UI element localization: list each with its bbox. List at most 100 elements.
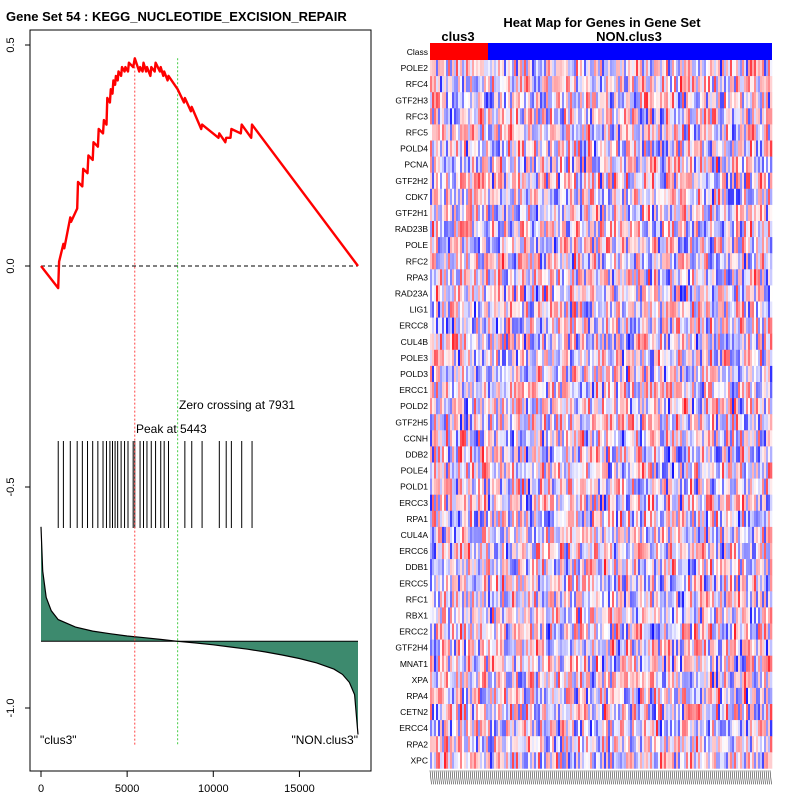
heatmap-cell [646,237,648,253]
heatmap-cell [510,76,512,92]
heatmap-cell [674,173,676,189]
heatmap-cell [564,463,566,479]
heatmap-cell [582,414,584,430]
heatmap-cell [498,285,500,301]
heatmap-cell [768,479,770,495]
heatmap-cell [558,318,560,334]
heatmap-cell [570,141,572,157]
heatmap-cell [534,124,536,140]
heatmap-cell [760,76,762,92]
heatmap-cell [640,302,642,318]
heatmap-cell [758,430,760,446]
heatmap-cell [576,92,578,108]
heatmap-cell [696,92,698,108]
heatmap-cell [696,76,698,92]
heatmap-cell [706,237,708,253]
heatmap-cell [594,205,596,221]
heatmap-cell [430,237,432,253]
heatmap-cell [596,302,598,318]
heatmap-cell [522,463,524,479]
heatmap-cell [508,60,510,76]
heatmap-cell [514,92,516,108]
heatmap-cell [446,141,448,157]
heatmap-cell [698,302,700,318]
heatmap-cell [758,92,760,108]
heatmap-cell [592,414,594,430]
heatmap-cell [482,334,484,350]
heatmap-cell [636,269,638,285]
heatmap-cell [612,334,614,350]
heatmap-cell [510,495,512,511]
heatmap-cell [768,302,770,318]
heatmap-cell [770,285,772,301]
heatmap-cell [654,446,656,462]
heatmap-cell [550,173,552,189]
heatmap-cell [636,302,638,318]
heatmap-cell [682,189,684,205]
heatmap-cell [618,189,620,205]
heatmap-cell [644,221,646,237]
heatmap-cell [768,92,770,108]
heatmap-cell [660,253,662,269]
heatmap-cell [632,285,634,301]
heatmap-cell [664,285,666,301]
heatmap-cell [574,318,576,334]
heatmap-cell [476,495,478,511]
heatmap-cell [550,495,552,511]
heatmap-cell [576,124,578,140]
heatmap-cell [508,414,510,430]
heatmap-cell [744,221,746,237]
heatmap-cell [708,269,710,285]
heatmap-cell [718,382,720,398]
heatmap-cell [664,318,666,334]
heatmap-cell [572,366,574,382]
heatmap-cell [770,302,772,318]
heatmap-cell [540,382,542,398]
heatmap-cell [594,92,596,108]
heatmap-cell [736,495,738,511]
heatmap-cell [700,108,702,124]
heatmap-cell [610,141,612,157]
heatmap-cell [676,221,678,237]
heatmap-cell [566,189,568,205]
heatmap-cell [448,479,450,495]
heatmap-cell [560,382,562,398]
heatmap-cell [764,124,766,140]
heatmap-cell [438,285,440,301]
heatmap-cell [734,318,736,334]
heatmap-cell [624,463,626,479]
heatmap-cell [646,285,648,301]
heatmap-cell [648,414,650,430]
heatmap-cell [524,479,526,495]
heatmap-cell [638,92,640,108]
heatmap-cell [588,398,590,414]
heatmap-cell [610,205,612,221]
heatmap-cell [596,221,598,237]
heatmap-cell [566,221,568,237]
heatmap-cell [490,189,492,205]
heatmap-cell [592,511,594,527]
heatmap-cell [502,302,504,318]
heatmap-cell [534,382,536,398]
heatmap-cell [606,141,608,157]
heatmap-cell [554,446,556,462]
heatmap-cell [714,221,716,237]
heatmap-cell [686,318,688,334]
heatmap-cell [508,318,510,334]
heatmap-cell [634,124,636,140]
heatmap-cell [442,446,444,462]
heatmap-cell [632,269,634,285]
heatmap-cell [556,511,558,527]
heatmap-cell [674,92,676,108]
heatmap-cell [572,318,574,334]
heatmap-cell [762,221,764,237]
heatmap-cell [578,382,580,398]
heatmap-cell [710,285,712,301]
right-class-label: "NON.clus3" [291,733,358,747]
heatmap-cell [434,318,436,334]
heatmap-cell [734,189,736,205]
heatmap-cell [730,430,732,446]
heatmap-cell [760,124,762,140]
heatmap-cell [500,382,502,398]
heatmap-cell [672,366,674,382]
